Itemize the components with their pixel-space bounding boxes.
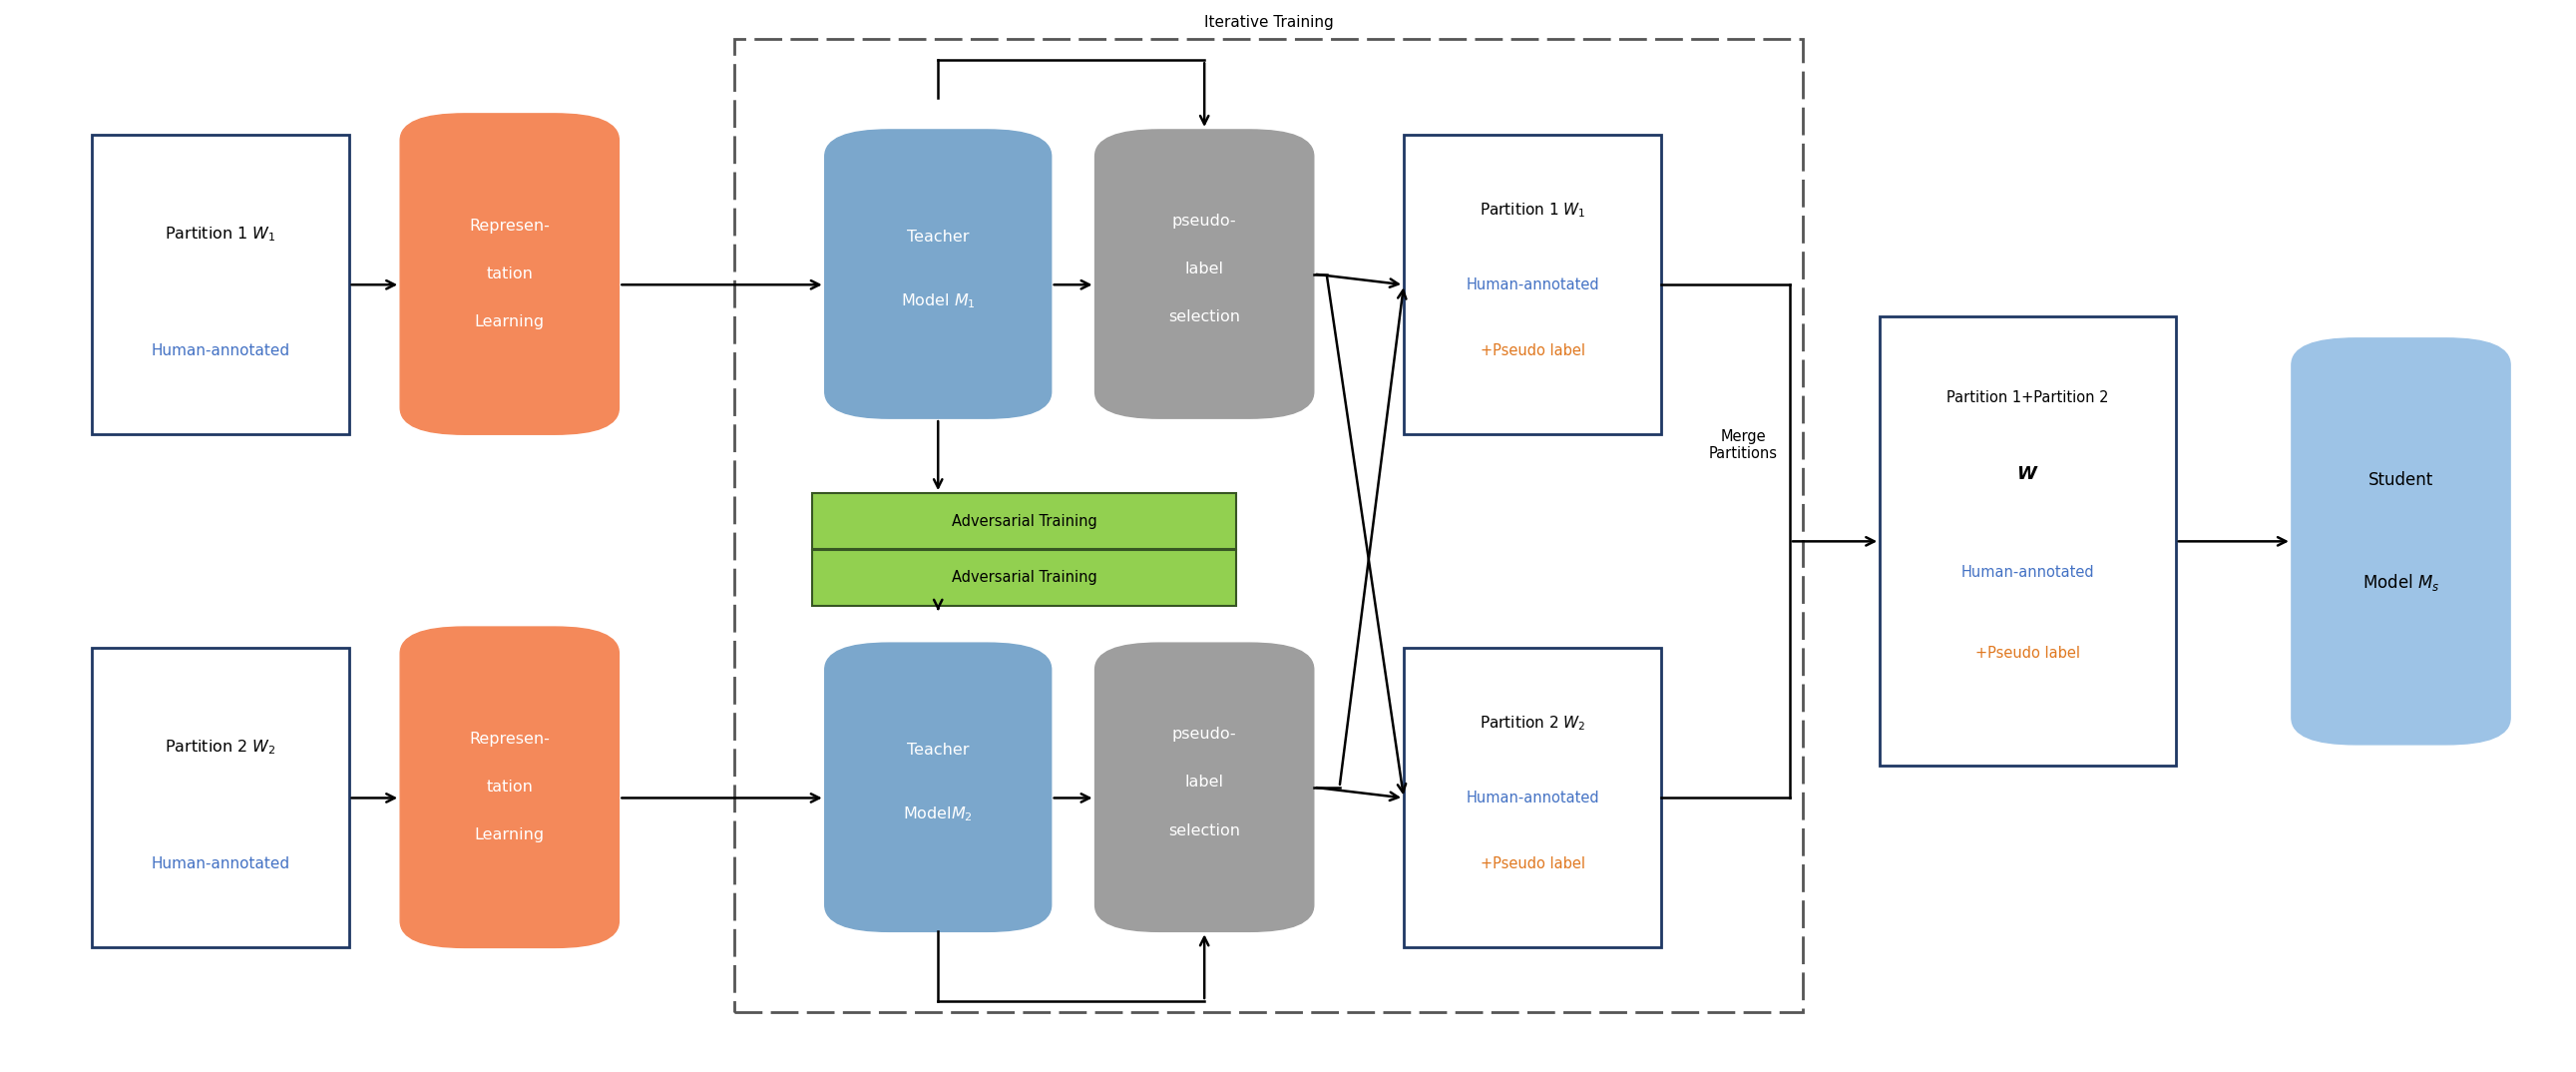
FancyBboxPatch shape [824,643,1051,932]
FancyBboxPatch shape [93,135,348,434]
Text: Partition 1 $\boldsymbol{W_1}$: Partition 1 $\boldsymbol{W_1}$ [1479,200,1587,219]
Text: +Pseudo label: +Pseudo label [1481,857,1584,872]
FancyBboxPatch shape [1404,649,1662,948]
FancyBboxPatch shape [1404,135,1662,434]
Text: Teacher: Teacher [907,229,969,244]
Text: Adversarial Training: Adversarial Training [951,513,1097,528]
Text: Human-annotated: Human-annotated [1466,278,1600,293]
Text: Human-annotated: Human-annotated [152,857,289,872]
Text: Partition 1+Partition 2: Partition 1+Partition 2 [1947,390,2110,405]
Text: pseudo-: pseudo- [1172,727,1236,742]
Text: label: label [1185,775,1224,790]
Text: Partition 2 $\boldsymbol{W_2}$: Partition 2 $\boldsymbol{W_2}$ [1479,714,1584,732]
Text: selection: selection [1170,823,1239,838]
Text: Teacher: Teacher [907,743,969,758]
Text: Adversarial Training: Adversarial Training [951,570,1097,585]
Text: selection: selection [1170,310,1239,325]
Text: +Pseudo label: +Pseudo label [1481,343,1584,358]
Text: Human-annotated: Human-annotated [152,343,289,358]
Text: label: label [1185,262,1224,277]
FancyBboxPatch shape [399,627,618,948]
Text: pseudo-: pseudo- [1172,213,1236,228]
FancyBboxPatch shape [2293,338,2509,744]
Text: Iterative Training: Iterative Training [1203,15,1334,30]
Text: Represen-: Represen- [469,732,549,746]
Text: tation: tation [487,779,533,794]
Text: Partition 2 $\boldsymbol{W_2}$: Partition 2 $\boldsymbol{W_2}$ [165,738,276,757]
FancyBboxPatch shape [1095,643,1314,932]
Text: Partition 1 $\boldsymbol{W_1}$: Partition 1 $\boldsymbol{W_1}$ [165,224,276,243]
FancyBboxPatch shape [811,493,1236,549]
Text: Human-annotated: Human-annotated [1466,790,1600,805]
FancyBboxPatch shape [399,114,618,434]
Text: Represen-: Represen- [469,219,549,234]
Text: Human-annotated: Human-annotated [1960,565,2094,580]
Text: Model $\boldsymbol{M_s}$: Model $\boldsymbol{M_s}$ [2362,571,2439,593]
Text: +Pseudo label: +Pseudo label [1976,646,2081,661]
Text: $\boldsymbol{W}$: $\boldsymbol{W}$ [2017,465,2040,483]
Text: Model $\boldsymbol{M_1}$: Model $\boldsymbol{M_1}$ [902,292,976,311]
Text: Student: Student [2367,472,2434,490]
FancyBboxPatch shape [1095,130,1314,418]
Text: Merge
Partitions: Merge Partitions [1708,429,1777,461]
FancyBboxPatch shape [1880,317,2177,765]
Text: Model$\boldsymbol{M_2}$: Model$\boldsymbol{M_2}$ [904,805,974,824]
Text: Learning: Learning [474,315,544,330]
Text: tation: tation [487,267,533,282]
FancyBboxPatch shape [824,130,1051,418]
FancyBboxPatch shape [811,550,1236,606]
FancyBboxPatch shape [93,649,348,948]
Text: Learning: Learning [474,828,544,843]
